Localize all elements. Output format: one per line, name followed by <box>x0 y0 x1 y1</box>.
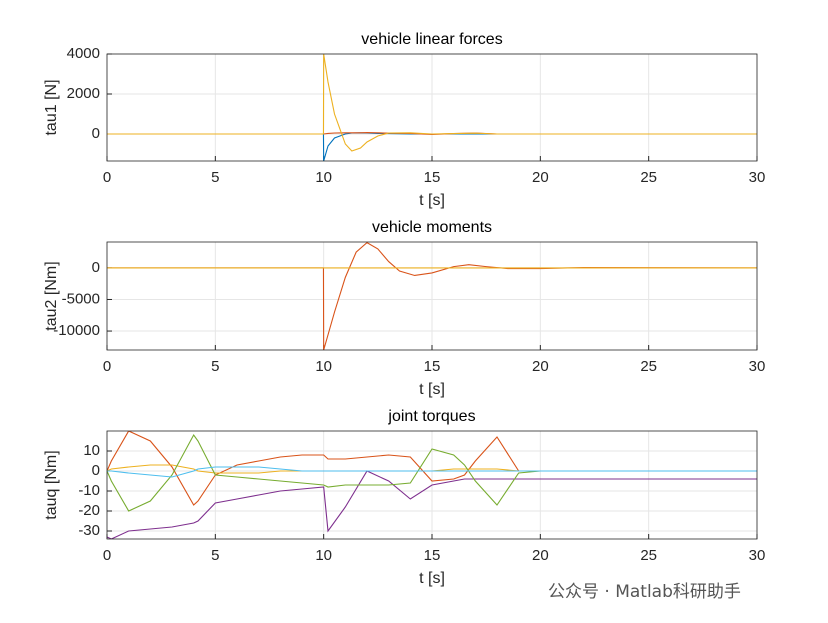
x-tick-label: 5 <box>211 169 219 186</box>
series-line <box>107 433 757 512</box>
y-tick-label: 0 <box>92 259 100 276</box>
y-axis-label: tau1 [N] <box>43 79 60 135</box>
x-tick-label: 15 <box>424 358 441 375</box>
x-tick-label: 0 <box>103 358 111 375</box>
x-tick-label: 0 <box>103 547 111 564</box>
chart-title: vehicle linear forces <box>361 31 502 48</box>
x-tick-label: 15 <box>424 547 441 564</box>
chart-title: joint torques <box>387 408 475 425</box>
plot-area <box>107 54 757 161</box>
plot-area <box>107 242 757 350</box>
x-tick-label: 10 <box>315 547 332 564</box>
series-line <box>107 470 757 539</box>
y-axis-label: tauq [Nm] <box>43 450 60 519</box>
x-tick-label: 10 <box>315 358 332 375</box>
y-tick-label: -20 <box>78 502 100 519</box>
series-line <box>107 242 757 350</box>
x-axis-label: t [s] <box>419 570 445 587</box>
subplot: 0 5 10 15 20 25 30 0 2000 4000 vehicle linear forc… <box>43 31 765 209</box>
x-tick-label: 25 <box>640 358 657 375</box>
x-tick-label: 0 <box>103 169 111 186</box>
y-tick-label: 10 <box>83 442 100 459</box>
subplot: 0 5 10 15 20 25 30 -10000 -5000 0 vehicle moments t… <box>43 219 765 398</box>
y-tick-label: 4000 <box>67 45 100 62</box>
x-tick-label: 30 <box>749 169 766 186</box>
x-tick-label: 25 <box>640 169 657 186</box>
x-tick-label: 25 <box>640 547 657 564</box>
series-line <box>107 466 757 478</box>
x-tick-label: 20 <box>532 358 549 375</box>
y-tick-label: 0 <box>92 462 100 479</box>
x-tick-label: 5 <box>211 358 219 375</box>
x-axis-label: t [s] <box>419 381 445 398</box>
y-tick-label: -5000 <box>62 290 100 307</box>
x-tick-label: 30 <box>749 358 766 375</box>
y-tick-label: -30 <box>78 522 100 539</box>
y-axis-label: tau2 [Nm] <box>43 261 60 330</box>
series-line <box>107 431 757 506</box>
axes-box <box>106 241 758 351</box>
x-tick-label: 20 <box>532 547 549 564</box>
axes-box <box>106 53 758 162</box>
x-tick-label: 30 <box>749 547 766 564</box>
y-tick-label: 2000 <box>67 85 100 102</box>
watermark: 公众号 · Matlab科研助手 <box>548 582 741 602</box>
x-axis-label: t [s] <box>419 192 445 209</box>
x-tick-label: 10 <box>315 169 332 186</box>
x-tick-label: 20 <box>532 169 549 186</box>
chart-title: vehicle moments <box>372 219 492 236</box>
plot-area <box>107 431 757 539</box>
series-line <box>107 54 757 152</box>
y-tick-label: 0 <box>92 125 100 142</box>
y-tick-label: -10000 <box>53 322 100 339</box>
x-tick-label: 15 <box>424 169 441 186</box>
axes-box <box>106 430 758 540</box>
y-tick-label: -10 <box>78 482 100 499</box>
x-tick-label: 5 <box>211 547 219 564</box>
subplot: 0 5 10 15 20 25 30 -30 -20 -10 0 10 joint torques t [… <box>43 408 765 587</box>
